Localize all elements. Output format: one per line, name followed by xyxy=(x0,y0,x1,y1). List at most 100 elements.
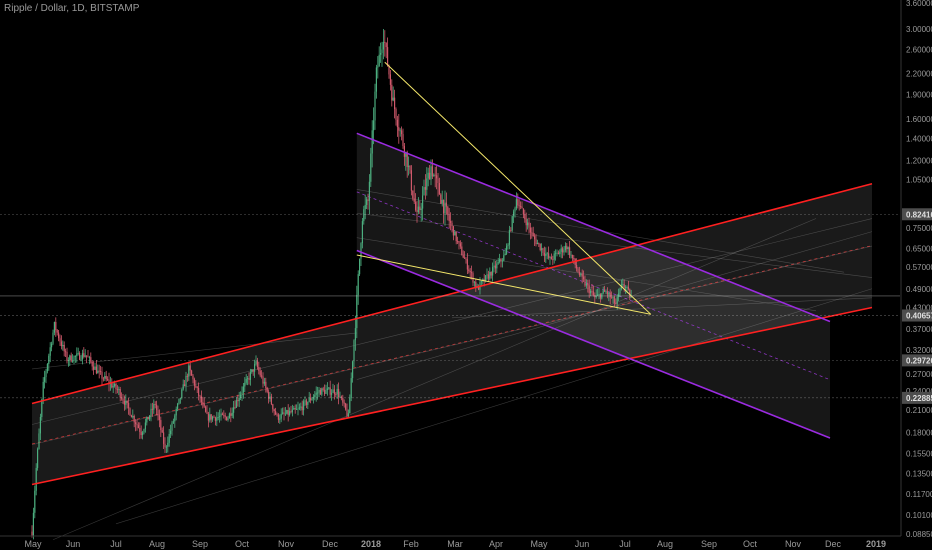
candle xyxy=(44,370,46,389)
candle-body xyxy=(409,165,411,171)
candle-body xyxy=(370,153,372,182)
candle-body xyxy=(345,403,347,410)
candle-body xyxy=(150,408,152,416)
time-tick-label: Sep xyxy=(192,539,208,549)
candle-body xyxy=(273,409,275,412)
candle xyxy=(196,386,198,394)
time-tick-label: Oct xyxy=(235,539,250,549)
candle xyxy=(122,393,124,404)
candle-body xyxy=(343,402,345,404)
candle xyxy=(427,167,429,187)
candle xyxy=(513,209,515,224)
price-tick-label: 3.00000 xyxy=(906,25,932,34)
yellow-triangle-lower xyxy=(356,254,651,315)
candle xyxy=(51,341,53,352)
candle xyxy=(585,279,587,289)
candle-body xyxy=(471,272,473,274)
candle xyxy=(354,315,356,351)
candle-body xyxy=(319,389,321,395)
candle xyxy=(420,202,422,222)
candle-body xyxy=(160,420,162,431)
candle xyxy=(556,249,558,257)
candle xyxy=(560,244,562,259)
candle xyxy=(396,115,398,137)
candle-body xyxy=(87,356,89,358)
time-tick-label: Dec xyxy=(322,539,339,549)
candle xyxy=(249,368,251,386)
candle-body xyxy=(317,392,319,394)
candle-body xyxy=(580,273,582,275)
candle-body xyxy=(165,446,167,448)
candle-body xyxy=(588,285,590,294)
candle-body xyxy=(254,364,256,372)
candle-body xyxy=(234,407,236,409)
candle xyxy=(506,243,508,255)
candle-body xyxy=(427,172,429,179)
candle xyxy=(97,364,99,374)
candle-body xyxy=(625,287,627,289)
candle xyxy=(242,382,244,399)
candle-body xyxy=(542,248,544,253)
candle-body xyxy=(455,231,457,242)
candle-body xyxy=(346,409,348,417)
candle xyxy=(315,386,317,402)
time-tick-label: May xyxy=(24,539,42,549)
candle-body xyxy=(506,246,508,254)
candle-body xyxy=(423,187,425,196)
candle-body xyxy=(529,227,531,233)
candle-body xyxy=(44,377,46,382)
candle-body xyxy=(424,187,426,190)
candle xyxy=(129,407,131,416)
candle-body xyxy=(377,66,379,68)
candle xyxy=(81,349,83,365)
candle-body xyxy=(465,258,467,260)
candle-body xyxy=(373,120,375,131)
candle xyxy=(191,369,193,376)
candle-body xyxy=(122,398,124,401)
candle-body xyxy=(48,355,50,365)
candle-body xyxy=(431,166,433,177)
candle-body xyxy=(79,353,81,360)
candle xyxy=(311,396,313,401)
candle-body xyxy=(188,365,190,377)
candle-body xyxy=(107,379,109,381)
candle-body xyxy=(200,396,202,403)
candle xyxy=(144,418,146,433)
candle xyxy=(53,321,55,336)
candle xyxy=(550,253,552,260)
candle-body xyxy=(504,253,506,256)
candle xyxy=(496,260,498,274)
candle-body xyxy=(429,172,431,180)
candle-body xyxy=(256,361,258,367)
candle-body xyxy=(461,246,463,255)
candle-body xyxy=(417,206,419,213)
candle xyxy=(289,407,291,417)
candle-body xyxy=(181,389,183,399)
candle xyxy=(118,386,120,396)
candle xyxy=(102,376,104,382)
candle-body xyxy=(356,294,358,329)
candle xyxy=(95,360,97,375)
candle-body xyxy=(408,165,410,168)
candle xyxy=(167,436,169,453)
candle xyxy=(566,243,568,253)
candle-body xyxy=(308,397,310,402)
candle xyxy=(389,70,391,91)
candle-body xyxy=(329,387,331,395)
candle-body xyxy=(142,432,144,436)
candle-body xyxy=(252,369,254,372)
candle xyxy=(66,347,68,364)
candle-body xyxy=(86,355,88,357)
candle-body xyxy=(293,408,295,410)
candle xyxy=(391,79,393,107)
candle xyxy=(98,364,100,379)
candle xyxy=(613,295,615,308)
candle xyxy=(203,397,205,408)
candle xyxy=(500,257,502,268)
candle-body xyxy=(221,413,223,415)
candle xyxy=(473,281,475,287)
candle-body xyxy=(336,388,338,395)
candle-body xyxy=(114,383,116,387)
